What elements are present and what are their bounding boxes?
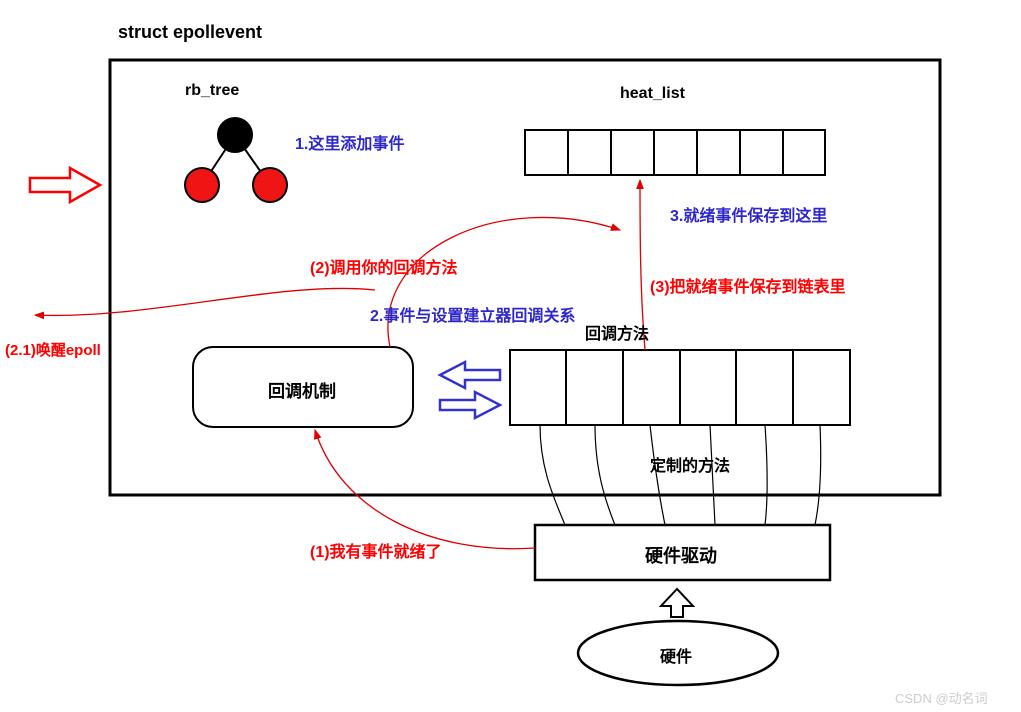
heat-list-cells [525, 130, 825, 175]
callback-method-label: 回调方法 [585, 320, 649, 344]
blue-arrow-left-icon [440, 362, 500, 388]
step1-label: (1)我有事件就绪了 [310, 538, 442, 562]
arrow-step1 [315, 430, 535, 549]
hw-label: 硬件 [660, 643, 692, 667]
step2-1-label: (2.1)唤醒epoll [5, 339, 101, 360]
diagram-canvas [0, 0, 1021, 712]
tree-right-node [253, 168, 287, 202]
blue-arrow-right-icon [440, 392, 500, 418]
step2-label: (2)调用你的回调方法 [310, 254, 458, 278]
rb-tree-label: rb_tree [185, 82, 239, 100]
custom-method-label: 定制的方法 [650, 452, 730, 476]
tree-root-node [218, 118, 252, 152]
watermark-label: CSDN @动名词 [895, 688, 988, 707]
heat-list-label: heat_list [620, 85, 685, 103]
arrow-step2-1 [35, 288, 375, 315]
hw-up-arrow-icon [661, 589, 693, 617]
note2-label: 2.事件与设置建立器回调关系 [370, 302, 575, 326]
title-label: struct epollevent [118, 22, 262, 43]
note1-label: 1.这里添加事件 [295, 130, 404, 154]
callback-mech-label: 回调机制 [268, 377, 336, 402]
tree-left-node [185, 168, 219, 202]
arrow-into-box-icon [30, 168, 100, 202]
step3-label: (3)把就绪事件保存到链表里 [650, 273, 846, 297]
callback-table [510, 350, 850, 425]
note3-label: 3.就绪事件保存到这里 [670, 202, 827, 226]
hw-driver-label: 硬件驱动 [645, 542, 717, 568]
